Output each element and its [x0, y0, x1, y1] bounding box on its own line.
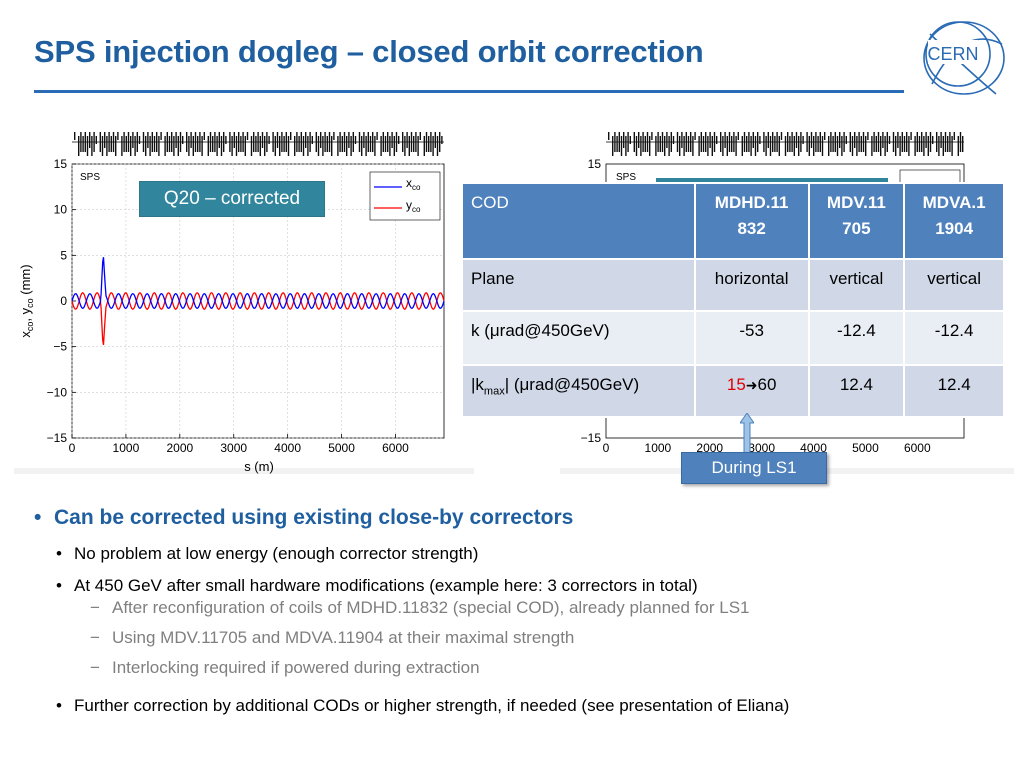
x-tick-label: 3000 [748, 441, 775, 455]
left-orbit-plot: 15 10 5 0 −5 −10 −15 0 1000 2000 3000 4000 5000 6000 … [14, 128, 474, 474]
title-underline [34, 90, 904, 93]
x-tick-label: 3000 [220, 441, 247, 455]
x-tick-label: 4000 [274, 441, 301, 455]
old-value: 15 [726, 375, 746, 394]
table-row-k: k (μrad@450GeV) -53 -12.4 -12.4 [461, 310, 1005, 366]
table-row-plane: Plane horizontal vertical vertical [461, 258, 1005, 312]
bullet-450gev: • At 450 GeV after small hardware modific… [56, 576, 698, 595]
arrow-right-icon: ➜ [745, 377, 758, 393]
right-lattice-strip [606, 132, 964, 156]
y-tick-label: −15 [47, 431, 68, 445]
table-cell: vertical [807, 258, 906, 312]
cern-logo: CERN [923, 21, 1005, 95]
bullet-main: • Can be corrected using existing close-b… [34, 506, 574, 529]
table-cell: horizontal [693, 258, 810, 312]
q20-corrected-label: Q20 – corrected [139, 181, 325, 217]
table-cell: -12.4 [807, 310, 906, 366]
y-tick-label: −10 [47, 385, 68, 399]
table-cell-label: k (μrad@450GeV) [461, 310, 696, 366]
cod-table: COD MDHD.11 832 MDV.11 705 MDVA.1 1904 P… [461, 182, 1005, 418]
table-row-kmax: |kmax| (μrad@450GeV) 15➜60 12.4 12.4 [461, 364, 1005, 418]
sub-bullet-max-strength: − Using MDV.11705 and MDVA.11904 at their… [90, 628, 575, 647]
left-lattice-strip [72, 132, 444, 156]
table-header-cod: COD [461, 182, 696, 260]
table-header-mdv: MDV.11 705 [807, 182, 906, 260]
table-cell: 12.4 [807, 364, 906, 418]
x-tick-label: 1000 [645, 441, 672, 455]
cern-logo-text: CERN [927, 44, 978, 64]
sub-bullet-reconfiguration: − After reconfiguration of coils of MDHD.… [90, 598, 750, 617]
x-tick-label: 1000 [113, 441, 140, 455]
series-line-xco [71, 257, 445, 310]
table-cell-label: Plane [461, 258, 696, 312]
bullet-low-energy: • No problem at low energy (enough correc… [56, 544, 479, 563]
x-tick-label: 5000 [852, 441, 879, 455]
right-panel-label: SPS [616, 172, 636, 183]
y-tick-label: 15 [54, 157, 68, 171]
table-cell: 12.4 [903, 364, 1005, 418]
new-value: 60 [757, 375, 777, 394]
table-cell-label: |kmax| (μrad@450GeV) [461, 364, 696, 418]
x-tick-label: 2000 [166, 441, 193, 455]
x-tick-label: 6000 [382, 441, 409, 455]
x-tick-label: 6000 [904, 441, 931, 455]
table-cell: -53 [693, 310, 810, 366]
x-tick-label: 2000 [696, 441, 723, 455]
left-legend: xco yco [369, 171, 441, 221]
during-ls1-label: During LS1 [681, 452, 827, 484]
table-cell-kmax-mdhd: 15➜60 [693, 364, 810, 418]
left-xlabel: s (m) [244, 459, 274, 474]
y-tick-label: −5 [53, 340, 67, 354]
table-header-mdhd: MDHD.11 832 [693, 182, 810, 260]
y-tick-label: 10 [54, 203, 68, 217]
left-ylabel: xco, yco (mm) [18, 264, 35, 337]
table-cell: vertical [903, 258, 1005, 312]
table-cell: -12.4 [903, 310, 1005, 366]
bullet-list: • Can be corrected using existing close-b… [34, 506, 994, 716]
x-tick-label: 5000 [328, 441, 355, 455]
table-header-mdva: MDVA.1 1904 [903, 182, 1005, 260]
x-tick-label: 4000 [800, 441, 827, 455]
x-tick-label: 0 [69, 441, 76, 455]
x-tick-label: 0 [603, 441, 610, 455]
y-tick-label: 5 [60, 248, 67, 262]
left-panel-label: SPS [80, 172, 100, 183]
y-tick-label: 0 [60, 294, 67, 308]
sub-bullet-interlocking: − Interlocking required if powered during… [90, 658, 480, 677]
slide-title: SPS injection dogleg – closed orbit corr… [34, 34, 704, 69]
y-tick-label: 15 [588, 157, 602, 171]
y-tick-label: −15 [581, 431, 602, 445]
bullet-further-correction: • Further correction by additional CODs o… [56, 696, 790, 715]
up-arrow-icon [740, 413, 754, 455]
